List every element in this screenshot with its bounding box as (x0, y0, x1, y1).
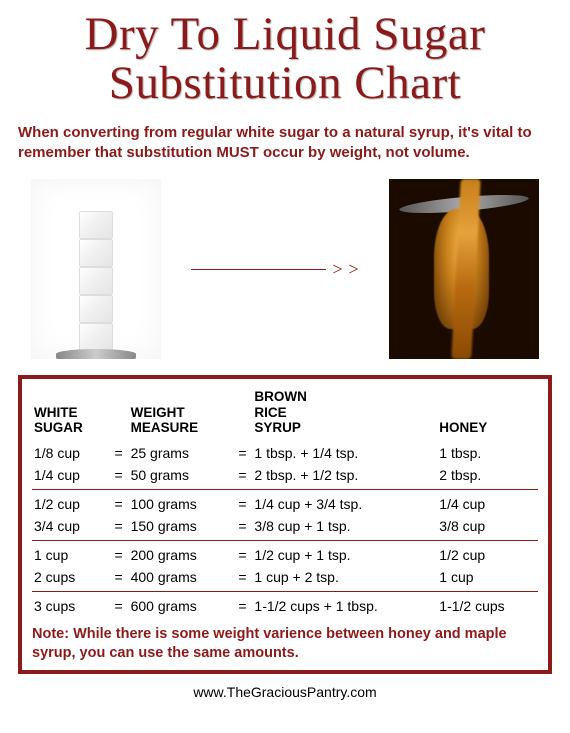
cell-white-sugar: 1/8 cup (32, 442, 109, 464)
cell-weight: 200 grams (129, 540, 233, 566)
header-text: BROWN (254, 389, 307, 404)
conversion-table: WHITE SUGAR WEIGHT MEASURE BROWN RICE SY… (32, 387, 538, 617)
honey-syrup-image (389, 179, 539, 359)
table-row: 2 cups=400 grams=1 cup + 2 tsp.1 cup (32, 566, 538, 592)
cell-eq: = (232, 566, 252, 592)
cell-honey: 2 tbsp. (437, 464, 538, 490)
header-text: WHITE (34, 405, 78, 420)
col-eq (109, 387, 129, 442)
title-line-1: Dry To Liquid Sugar (85, 8, 486, 60)
arrow: > > (191, 259, 358, 280)
greater-than-icon: > (349, 259, 359, 280)
table-row: 3/4 cup=150 grams=3/8 cup + 1 tsp.3/8 cu… (32, 515, 538, 541)
sugar-cube (79, 323, 113, 351)
cell-eq: = (109, 515, 129, 541)
sugar-cube (79, 295, 113, 323)
title-line-2: Substitution Chart (109, 57, 461, 109)
cell-brown-rice-syrup: 1 tbsp. + 1/4 tsp. (252, 442, 437, 464)
table-row: 1/8 cup=25 grams=1 tbsp. + 1/4 tsp.1 tbs… (32, 442, 538, 464)
cell-weight: 150 grams (129, 515, 233, 541)
cell-brown-rice-syrup: 2 tbsp. + 1/2 tsp. (252, 464, 437, 490)
cell-eq: = (109, 442, 129, 464)
header-text: RICE (254, 405, 286, 420)
cell-eq: = (232, 489, 252, 515)
arrow-line (191, 269, 326, 270)
sugar-cube (79, 239, 113, 267)
cell-white-sugar: 2 cups (32, 566, 109, 592)
cell-weight: 25 grams (129, 442, 233, 464)
cell-eq: = (232, 515, 252, 541)
sugar-cube (79, 267, 113, 295)
header-text: MEASURE (131, 420, 199, 435)
header-text: SUGAR (34, 420, 83, 435)
header-text: SYRUP (254, 420, 301, 435)
cell-eq: = (232, 540, 252, 566)
cell-brown-rice-syrup: 1 cup + 2 tsp. (252, 566, 437, 592)
cell-honey: 1/2 cup (437, 540, 538, 566)
cell-honey: 1 cup (437, 566, 538, 592)
col-white-sugar: WHITE SUGAR (32, 387, 109, 442)
table-row: 3 cups=600 grams=1-1/2 cups + 1 tbsp.1-1… (32, 591, 538, 617)
col-weight: WEIGHT MEASURE (129, 387, 233, 442)
cell-eq: = (109, 540, 129, 566)
cell-weight: 100 grams (129, 489, 233, 515)
table-header-row: WHITE SUGAR WEIGHT MEASURE BROWN RICE SY… (32, 387, 538, 442)
cell-eq: = (109, 591, 129, 617)
intro-text: When converting from regular white sugar… (18, 123, 552, 164)
col-eq (232, 387, 252, 442)
cell-eq: = (109, 489, 129, 515)
cell-white-sugar: 1/2 cup (32, 489, 109, 515)
cell-brown-rice-syrup: 1/2 cup + 1 tsp. (252, 540, 437, 566)
cell-eq: = (109, 566, 129, 592)
cell-brown-rice-syrup: 3/8 cup + 1 tsp. (252, 515, 437, 541)
cell-honey: 1 tbsp. (437, 442, 538, 464)
cell-honey: 1-1/2 cups (437, 591, 538, 617)
table-row: 1 cup=200 grams=1/2 cup + 1 tsp.1/2 cup (32, 540, 538, 566)
image-row: > > (18, 179, 552, 359)
cell-white-sugar: 3/4 cup (32, 515, 109, 541)
cell-eq: = (109, 464, 129, 490)
table-row: 1/4 cup=50 grams=2 tbsp. + 1/2 tsp.2 tbs… (32, 464, 538, 490)
cell-honey: 3/8 cup (437, 515, 538, 541)
cell-white-sugar: 1/4 cup (32, 464, 109, 490)
spoon-icon (56, 349, 136, 359)
cell-brown-rice-syrup: 1/4 cup + 3/4 tsp. (252, 489, 437, 515)
cell-eq: = (232, 464, 252, 490)
cell-brown-rice-syrup: 1-1/2 cups + 1 tbsp. (252, 591, 437, 617)
chart-title: Dry To Liquid Sugar Substitution Chart (18, 10, 552, 109)
cell-eq: = (232, 591, 252, 617)
cell-honey: 1/4 cup (437, 489, 538, 515)
col-honey: HONEY (437, 387, 538, 442)
header-text: HONEY (439, 420, 487, 435)
cell-weight: 600 grams (129, 591, 233, 617)
cell-eq: = (232, 442, 252, 464)
arrow-head-icon: > (332, 259, 342, 280)
sugar-cube (79, 211, 113, 239)
cell-white-sugar: 1 cup (32, 540, 109, 566)
col-brown-rice-syrup: BROWN RICE SYRUP (252, 387, 437, 442)
cell-weight: 400 grams (129, 566, 233, 592)
sugar-cubes-image (31, 179, 161, 359)
cell-white-sugar: 3 cups (32, 591, 109, 617)
table-row: 1/2 cup=100 grams=1/4 cup + 3/4 tsp.1/4 … (32, 489, 538, 515)
table-note: Note: While there is some weight varienc… (32, 625, 538, 663)
header-text: WEIGHT (131, 405, 185, 420)
conversion-table-container: WHITE SUGAR WEIGHT MEASURE BROWN RICE SY… (18, 375, 552, 674)
footer-url: www.TheGraciousPantry.com (18, 684, 552, 700)
cell-weight: 50 grams (129, 464, 233, 490)
table-body: 1/8 cup=25 grams=1 tbsp. + 1/4 tsp.1 tbs… (32, 442, 538, 617)
